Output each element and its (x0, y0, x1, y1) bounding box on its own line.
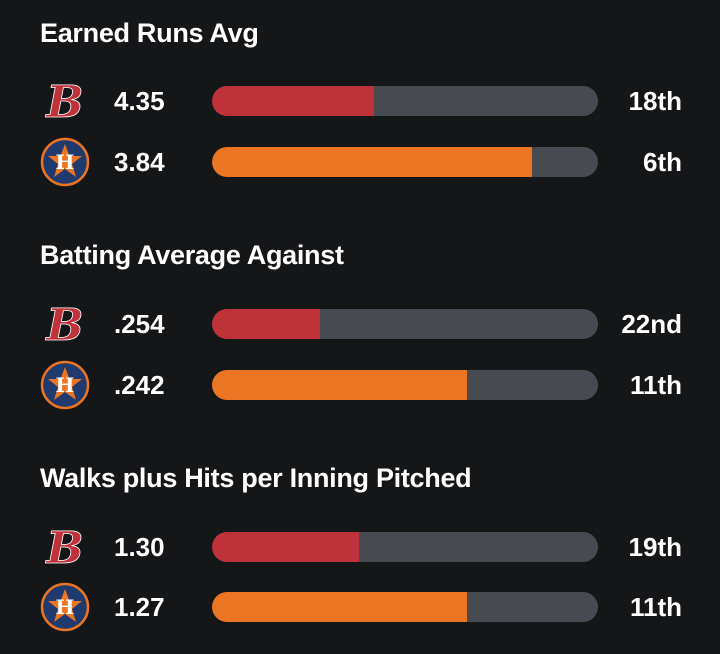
team-row-astros: H .242 11th (0, 360, 720, 410)
stat-value: 4.35 (114, 86, 165, 116)
league-rank: 11th (629, 370, 682, 400)
stat-title: Batting Average Against (40, 240, 344, 270)
astros-logo-icon: H (40, 582, 90, 632)
red-sox-logo-icon: B (40, 299, 90, 352)
svg-text:B: B (44, 300, 83, 349)
stat-value: 3.84 (114, 147, 165, 177)
league-rank: 18th (628, 86, 682, 116)
stat-value: 1.30 (114, 532, 165, 562)
rank-bar-fill (212, 86, 375, 116)
rank-bar (212, 309, 598, 339)
astros-logo-icon: H (40, 360, 90, 410)
svg-text:B: B (44, 77, 83, 126)
team-row-red-sox: B .254 22nd (0, 299, 720, 352)
astros-logo-icon: H (40, 137, 90, 187)
team-row-red-sox: B 4.35 18th (0, 76, 720, 129)
rank-bar (212, 86, 598, 116)
league-rank: 22nd (621, 309, 682, 339)
svg-text:B: B (44, 523, 83, 572)
red-sox-logo-icon: B (40, 76, 90, 129)
rank-bar-fill (212, 147, 533, 177)
league-rank: 19th (628, 532, 682, 562)
rank-bar (212, 147, 598, 177)
rank-bar-fill (212, 370, 467, 400)
rank-bar-fill (212, 532, 359, 562)
league-rank: 11th (629, 592, 682, 622)
rank-bar-fill (212, 309, 321, 339)
league-rank: 6th (643, 147, 682, 177)
stat-value: 1.27 (114, 592, 165, 622)
rank-bar (212, 592, 598, 622)
svg-text:H: H (56, 373, 75, 397)
team-row-red-sox: B 1.30 19th (0, 522, 720, 575)
svg-text:H: H (56, 595, 75, 619)
team-row-astros: H 1.27 11th (0, 582, 720, 632)
stat-value: .242 (114, 370, 165, 400)
stat-title: Earned Runs Avg (40, 18, 259, 48)
rank-bar (212, 532, 598, 562)
red-sox-logo-icon: B (40, 522, 90, 575)
stat-title: Walks plus Hits per Inning Pitched (40, 463, 472, 493)
svg-text:H: H (56, 150, 75, 174)
team-row-astros: H 3.84 6th (0, 137, 720, 187)
rank-bar-fill (212, 592, 467, 622)
stat-value: .254 (114, 309, 165, 339)
rank-bar (212, 370, 598, 400)
